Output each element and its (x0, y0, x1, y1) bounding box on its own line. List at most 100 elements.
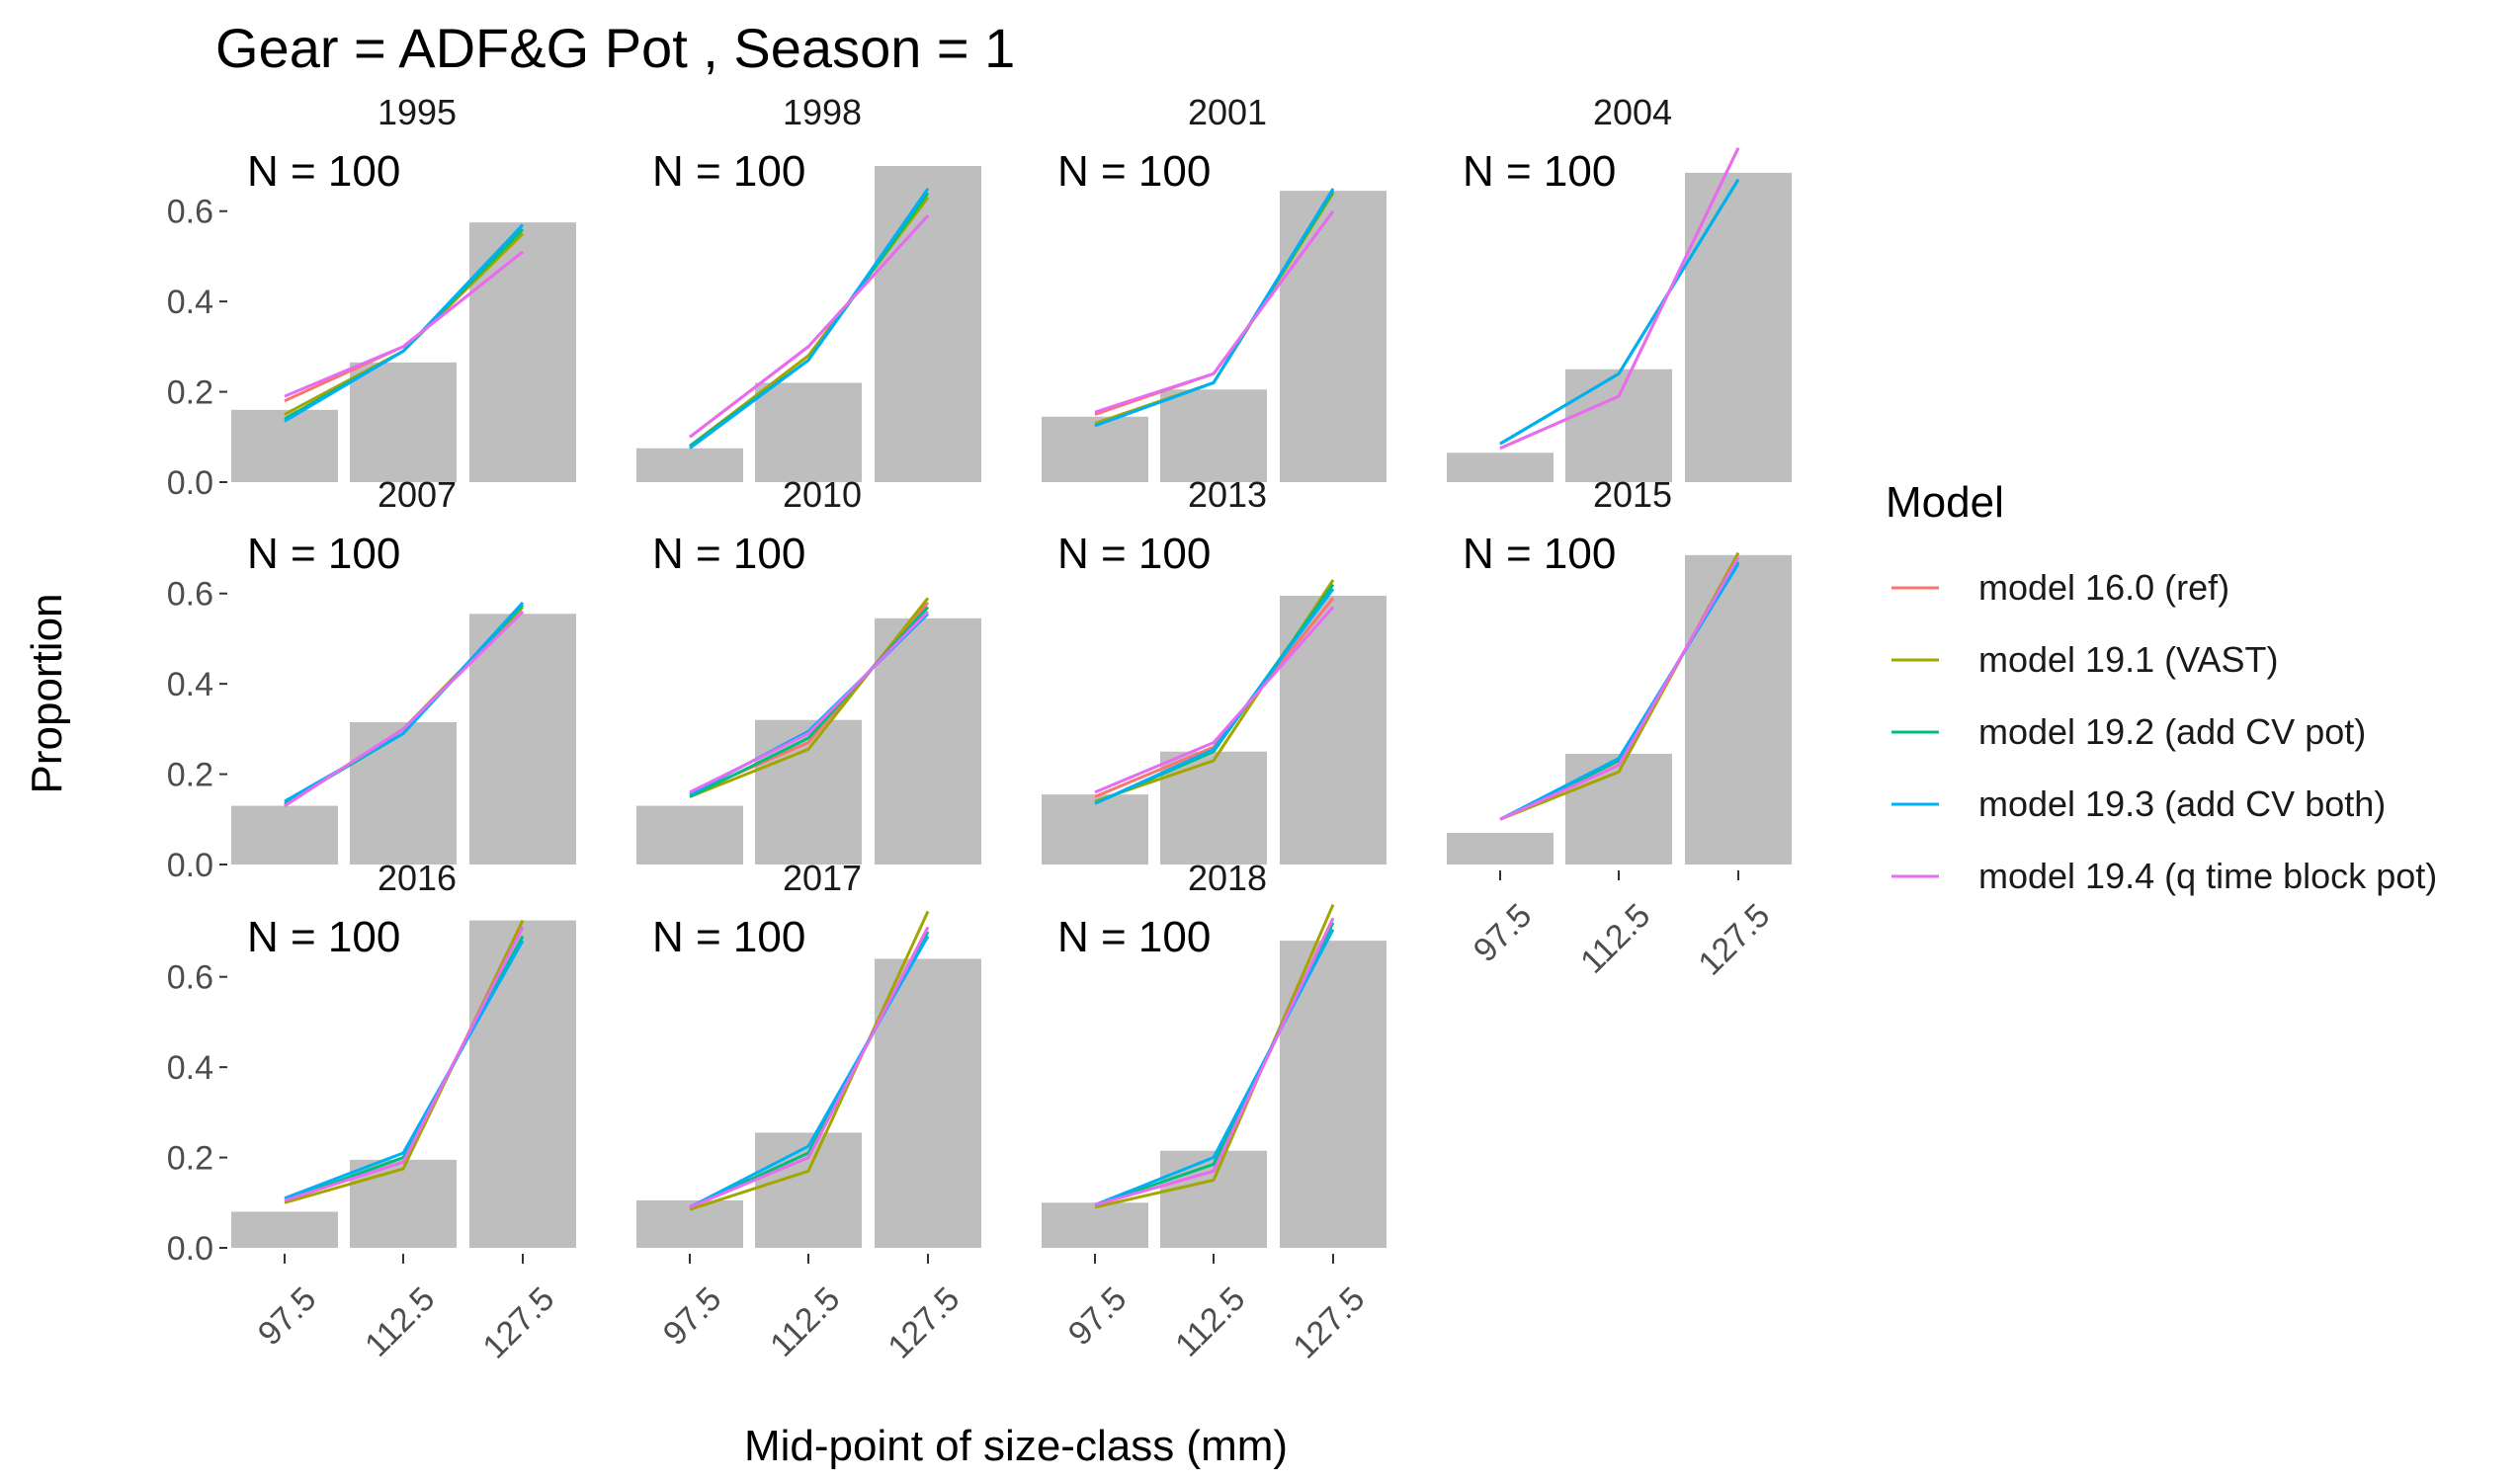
legend: model 16.0 (ref) model 19.1 (VAST) model 1… (1891, 567, 2437, 896)
bar-observed-1995-97.5 (231, 409, 338, 482)
line-2015-model-4 (1499, 556, 1740, 821)
line-2013-model-4 (1094, 606, 1335, 794)
bar-observed-2015-127.5 (1685, 554, 1792, 864)
sample-size-label: N = 100 (247, 913, 400, 961)
line-2016-model-4 (284, 926, 525, 1202)
bar-observed-2001-127.5 (1280, 191, 1386, 482)
bar-observed-2015-97.5 (1447, 833, 1554, 864)
bar-observed-2017-97.5 (636, 1200, 743, 1248)
bar-observed-2016-97.5 (231, 1211, 338, 1248)
y-tick-label: 0.6 (167, 194, 213, 231)
y-tick-label: 0.4 (167, 1049, 213, 1087)
bar-observed-2010-97.5 (636, 805, 743, 864)
bar-observed-2018-112.5 (1160, 1150, 1267, 1248)
bar-observed-2007-127.5 (469, 614, 576, 864)
x-axis-title: Mid-point of size-class (mm) (744, 1422, 1288, 1470)
bar-observed-2004-127.5 (1685, 172, 1792, 482)
sample-size-label: N = 100 (247, 530, 400, 578)
strip-label-1998: 1998 (783, 92, 862, 132)
legend-label-0: model 16.0 (ref) (1978, 567, 2229, 608)
bar-observed-2018-97.5 (1042, 1202, 1148, 1248)
facet-panel-2010: 2010 N = 100 (636, 474, 981, 864)
legend-title: Model (1886, 478, 2004, 527)
facet-panel-2007: 2007 N = 100 0.0 0.2 0.4 0.6 (167, 474, 576, 884)
bar-observed-1998-97.5 (636, 448, 743, 482)
line-2013-model-3 (1094, 588, 1335, 805)
line-1998-model-3 (689, 187, 930, 450)
bar-observed-1995-112.5 (350, 362, 457, 482)
sample-size-label: N = 100 (1057, 530, 1211, 578)
y-tick-label: 0.6 (167, 576, 213, 614)
facet-panel-2004: 2004 N = 100 (1447, 92, 1792, 482)
strip-label-2010: 2010 (783, 474, 862, 515)
x-tick-label: 127.5 (881, 1280, 966, 1366)
facet-panel-2013: 2013 N = 100 (1042, 474, 1386, 864)
strip-label-2016: 2016 (378, 858, 457, 898)
bar-observed-1995-127.5 (469, 222, 576, 482)
x-tick-label: 127.5 (475, 1280, 561, 1366)
line-2007-model-4 (284, 610, 525, 807)
chart-title: Gear = ADF&G Pot , Season = 1 (215, 17, 1015, 79)
x-tick-label: 112.5 (1168, 1280, 1252, 1364)
legend-label-1: model 19.1 (VAST) (1978, 639, 2278, 680)
line-2010-model-1 (689, 597, 930, 798)
strip-label-2017: 2017 (783, 858, 862, 898)
sample-size-label: N = 100 (1057, 147, 1211, 196)
line-2004-model-4 (1499, 147, 1740, 451)
line-1998-model-4 (689, 214, 930, 439)
sample-size-label: N = 100 (652, 147, 805, 196)
x-tick-label: 97.5 (656, 1280, 729, 1354)
strip-label-2013: 2013 (1188, 474, 1267, 515)
sample-size-label: N = 100 (652, 913, 805, 961)
bar-observed-2001-112.5 (1160, 389, 1267, 482)
x-tick-label: 97.5 (1467, 897, 1540, 970)
strip-label-2018: 2018 (1188, 858, 1267, 898)
x-tick-label: 97.5 (251, 1280, 324, 1354)
line-2018-model-4 (1094, 917, 1335, 1207)
y-axis-title: Proportion (23, 593, 71, 793)
sample-size-label: N = 100 (1463, 147, 1616, 196)
y-tick-label: 0.6 (167, 959, 213, 997)
strip-label-2004: 2004 (1593, 92, 1672, 132)
facet-panel-2015: 2015 N = 100 97.5 112.5 127.5 (1447, 474, 1792, 983)
sample-size-label: N = 100 (652, 530, 805, 578)
bar-observed-2004-112.5 (1565, 369, 1672, 482)
bar-observed-2016-127.5 (469, 920, 576, 1248)
sample-size-label: N = 100 (1463, 530, 1616, 578)
strip-label-2015: 2015 (1593, 474, 1672, 515)
facet-panel-2001: 2001 N = 100 (1042, 92, 1386, 482)
bar-observed-2007-97.5 (231, 805, 338, 864)
bar-observed-2010-127.5 (875, 618, 981, 864)
line-2004-model-3 (1499, 178, 1740, 446)
facet-panel-2016: 2016 N = 100 0.0 0.2 0.4 0.6 97.5 112.5 127.5 (167, 858, 576, 1366)
x-tick-label: 112.5 (358, 1280, 442, 1364)
y-tick-label: 0.4 (167, 666, 213, 703)
sample-size-label: N = 100 (1057, 913, 1211, 961)
x-tick-label: 97.5 (1061, 1280, 1134, 1354)
x-tick-label: 112.5 (1573, 897, 1657, 981)
facet-panel-1998: 1998 N = 100 (636, 92, 981, 482)
legend-label-4: model 19.4 (q time block pot) (1978, 856, 2437, 896)
line-2017-model-4 (689, 926, 930, 1209)
strip-label-1995: 1995 (378, 92, 457, 132)
sample-size-label: N = 100 (247, 147, 400, 196)
line-1995-model-4 (284, 250, 524, 398)
bar-observed-2001-97.5 (1042, 416, 1148, 482)
y-tick-label: 0.2 (167, 757, 213, 794)
line-2001-model-4 (1094, 209, 1335, 414)
strip-label-2007: 2007 (378, 474, 457, 515)
bar-observed-2013-97.5 (1042, 794, 1148, 864)
x-tick-label: 127.5 (1286, 1280, 1372, 1366)
x-tick-label: 112.5 (763, 1280, 847, 1364)
facet-panels: 1995 N = 100 0.0 0.2 0.4 0.6 1998 N = 100 2001 N … (167, 92, 1792, 1366)
bar-observed-1998-127.5 (875, 166, 981, 482)
bar-observed-1998-112.5 (755, 382, 862, 482)
line-2018-model-1 (1094, 903, 1335, 1209)
line-2010-model-4 (689, 610, 930, 794)
y-tick-label: 0.0 (167, 1230, 213, 1268)
legend-label-2: model 19.2 (add CV pot) (1978, 711, 2366, 752)
line-2001-model-3 (1094, 188, 1335, 428)
y-tick-label: 0.4 (167, 284, 213, 321)
